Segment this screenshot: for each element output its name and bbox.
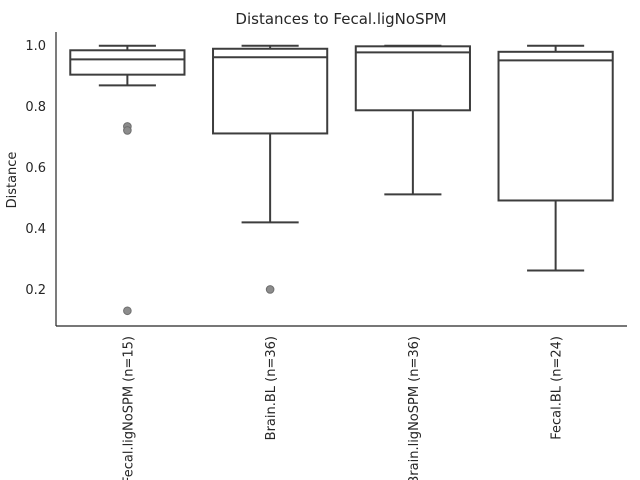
outlier-point [265, 285, 275, 294]
x-tick-label: Fecal.ligNoSPM (n=15) [121, 336, 136, 480]
x-tick-label: Fecal.BL (n=24) [550, 336, 565, 440]
plot-area [69, 44, 614, 316]
y-tick-label: 0.4 [25, 222, 46, 237]
box-group [212, 44, 329, 294]
box-iqr [212, 47, 329, 135]
y-tick-label: 0.6 [25, 161, 46, 176]
box-group [69, 44, 186, 316]
box-group [497, 44, 614, 272]
outlier-point [123, 126, 132, 135]
chart-title: Distances to Fecal.ligNoSPM [235, 10, 446, 28]
box-iqr [69, 49, 186, 76]
box-iqr [497, 50, 614, 202]
y-axis: 0.2 0.4 0.6 0.8 1.0 [25, 39, 46, 298]
outlier-point [123, 306, 132, 316]
y-tick-label: 1.0 [25, 39, 46, 54]
x-tick-label: Brain.ligNoSPM (n=36) [407, 336, 422, 480]
y-axis-label: Distance [5, 152, 20, 209]
x-tick-label: Brain.BL (n=36) [264, 336, 279, 440]
y-tick-label: 0.8 [25, 100, 46, 115]
box-iqr [354, 45, 471, 112]
box-group [354, 44, 471, 196]
y-tick-label: 0.2 [25, 283, 46, 298]
x-axis: Fecal.ligNoSPM (n=15) Brain.BL (n=36) Brai… [121, 336, 564, 480]
